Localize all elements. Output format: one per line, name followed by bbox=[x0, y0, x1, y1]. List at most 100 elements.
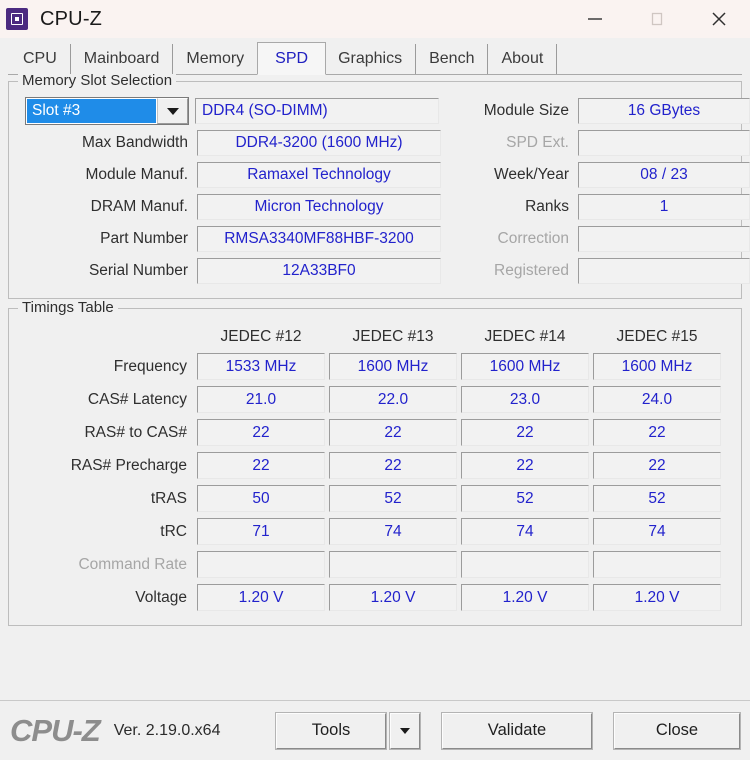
row-label: Voltage bbox=[135, 588, 187, 606]
memory-type-field: DDR4 (SO-DIMM) bbox=[195, 98, 439, 124]
max-bandwidth-label: Max Bandwidth bbox=[82, 134, 188, 151]
correction-label: Correction bbox=[497, 230, 570, 247]
module-size-label: Module Size bbox=[483, 102, 569, 119]
row-label: tRAS bbox=[150, 489, 187, 507]
timings-col-header: JEDEC #12 bbox=[220, 328, 302, 345]
spd-panel: Memory Slot Selection Slot #3 DDR4 (SO-D… bbox=[0, 72, 750, 700]
spd-ext-label: SPD Ext. bbox=[506, 134, 569, 151]
tools-button[interactable]: Tools bbox=[275, 711, 387, 750]
tab-label: Bench bbox=[429, 50, 475, 67]
timings-cell: 22 bbox=[197, 452, 325, 479]
tab-about[interactable]: About bbox=[488, 44, 558, 74]
timings-cell: 22 bbox=[329, 452, 457, 479]
tab-cpu[interactable]: CPU bbox=[10, 44, 71, 74]
slot-selector-row: Slot #3 DDR4 (SO-DIMM) bbox=[17, 96, 454, 126]
title-bar: CPU-Z bbox=[0, 0, 750, 38]
serial-number-label: Serial Number bbox=[88, 262, 188, 279]
module-manuf-field: Ramaxel Technology bbox=[197, 162, 441, 188]
module-size-field: 16 GBytes bbox=[578, 98, 750, 124]
timings-cell bbox=[197, 551, 325, 578]
version-label: Ver. 2.19.0.x64 bbox=[113, 721, 221, 739]
status-bar: CPU-Z Ver. 2.19.0.x64 Tools Validate Clo… bbox=[0, 700, 750, 760]
timings-cell bbox=[593, 551, 721, 578]
timings-cell: 52 bbox=[329, 485, 457, 512]
timings-cell: 22 bbox=[197, 419, 325, 446]
timings-row: tRAS 50 52 52 52 bbox=[17, 483, 733, 514]
timings-row: Voltage 1.20 V 1.20 V 1.20 V 1.20 V bbox=[17, 582, 733, 613]
timings-cell: 1600 MHz bbox=[461, 353, 589, 380]
close-button[interactable]: Close bbox=[613, 711, 741, 750]
row-label: RAS# to CAS# bbox=[84, 423, 187, 441]
row-label: tRC bbox=[160, 522, 187, 540]
max-bandwidth-row: Max Bandwidth DDR4-3200 (1600 MHz) bbox=[17, 128, 454, 158]
timings-row: RAS# Precharge 22 22 22 22 bbox=[17, 450, 733, 481]
dram-manuf-field: Micron Technology bbox=[197, 194, 441, 220]
timings-cell: 1.20 V bbox=[197, 584, 325, 611]
validate-button[interactable]: Validate bbox=[441, 711, 593, 750]
timings-cell: 1.20 V bbox=[593, 584, 721, 611]
module-manuf-label: Module Manuf. bbox=[85, 166, 188, 183]
timings-cell: 52 bbox=[593, 485, 721, 512]
tab-spd[interactable]: SPD bbox=[257, 42, 327, 75]
timings-cell bbox=[461, 551, 589, 578]
footer-buttons: Tools Validate Close bbox=[275, 711, 741, 750]
timings-cell: 22 bbox=[593, 419, 721, 446]
timings-table-group: Timings Table JEDEC #12 JEDEC #13 JEDEC … bbox=[8, 299, 742, 626]
timings-row: RAS# to CAS# 22 22 22 22 bbox=[17, 417, 733, 448]
week-year-row: Week/Year 08 / 23 bbox=[460, 160, 750, 190]
tab-label: SPD bbox=[275, 49, 309, 67]
memory-slot-selection-group: Memory Slot Selection Slot #3 DDR4 (SO-D… bbox=[8, 72, 750, 299]
slot-selector[interactable]: Slot #3 bbox=[25, 97, 189, 125]
serial-number-field: 12A33BF0 bbox=[197, 258, 441, 284]
cpuz-logo: CPU-Z bbox=[10, 712, 101, 748]
timings-col-header: JEDEC #15 bbox=[616, 328, 698, 345]
timings-cell: 71 bbox=[197, 518, 325, 545]
tab-label: About bbox=[501, 50, 544, 67]
part-number-label: Part Number bbox=[100, 230, 188, 247]
timings-cell: 1600 MHz bbox=[593, 353, 721, 380]
tab-label: Memory bbox=[186, 50, 245, 67]
slot-selector-value: Slot #3 bbox=[26, 98, 157, 124]
row-label: Command Rate bbox=[78, 555, 187, 573]
group-title: Memory Slot Selection bbox=[18, 72, 177, 89]
dram-manuf-label: DRAM Manuf. bbox=[90, 198, 188, 215]
week-year-field: 08 / 23 bbox=[578, 162, 750, 188]
window-title: CPU-Z bbox=[40, 7, 103, 30]
tab-graphics[interactable]: Graphics bbox=[325, 44, 417, 74]
timings-cell: 1600 MHz bbox=[329, 353, 457, 380]
close-icon[interactable] bbox=[688, 0, 750, 38]
tab-mainboard[interactable]: Mainboard bbox=[70, 44, 174, 74]
module-size-row: Module Size 16 GBytes bbox=[460, 96, 750, 126]
timings-cell: 74 bbox=[461, 518, 589, 545]
chevron-down-icon[interactable] bbox=[157, 98, 188, 124]
part-number-field: RMSA3340MF88HBF-3200 bbox=[197, 226, 441, 252]
ranks-row: Ranks 1 bbox=[460, 192, 750, 222]
timings-cell: 50 bbox=[197, 485, 325, 512]
timings-cell: 22 bbox=[461, 452, 589, 479]
timings-cell: 22 bbox=[593, 452, 721, 479]
minimize-icon[interactable] bbox=[564, 0, 626, 38]
timings-cell: 24.0 bbox=[593, 386, 721, 413]
tools-dropdown-button[interactable] bbox=[389, 711, 421, 750]
timings-cell: 1533 MHz bbox=[197, 353, 325, 380]
group-title: Timings Table bbox=[18, 299, 118, 316]
serial-number-row: Serial Number 12A33BF0 bbox=[17, 256, 454, 286]
correction-field bbox=[578, 226, 750, 252]
maximize-icon[interactable] bbox=[626, 0, 688, 38]
tab-label: Mainboard bbox=[83, 50, 160, 67]
timings-cell: 74 bbox=[329, 518, 457, 545]
timings-row: CAS# Latency 21.0 22.0 23.0 24.0 bbox=[17, 384, 733, 415]
dram-manuf-row: DRAM Manuf. Micron Technology bbox=[17, 192, 454, 222]
tab-bench[interactable]: Bench bbox=[416, 44, 489, 74]
ranks-field: 1 bbox=[578, 194, 750, 220]
row-label: Frequency bbox=[113, 357, 187, 375]
timings-cell bbox=[329, 551, 457, 578]
timings-cell: 52 bbox=[461, 485, 589, 512]
tab-memory[interactable]: Memory bbox=[173, 44, 259, 74]
timings-cell: 23.0 bbox=[461, 386, 589, 413]
timings-col-header: JEDEC #14 bbox=[484, 328, 566, 345]
window-controls bbox=[564, 0, 750, 38]
tab-label: Graphics bbox=[338, 50, 403, 67]
part-number-row: Part Number RMSA3340MF88HBF-3200 bbox=[17, 224, 454, 254]
